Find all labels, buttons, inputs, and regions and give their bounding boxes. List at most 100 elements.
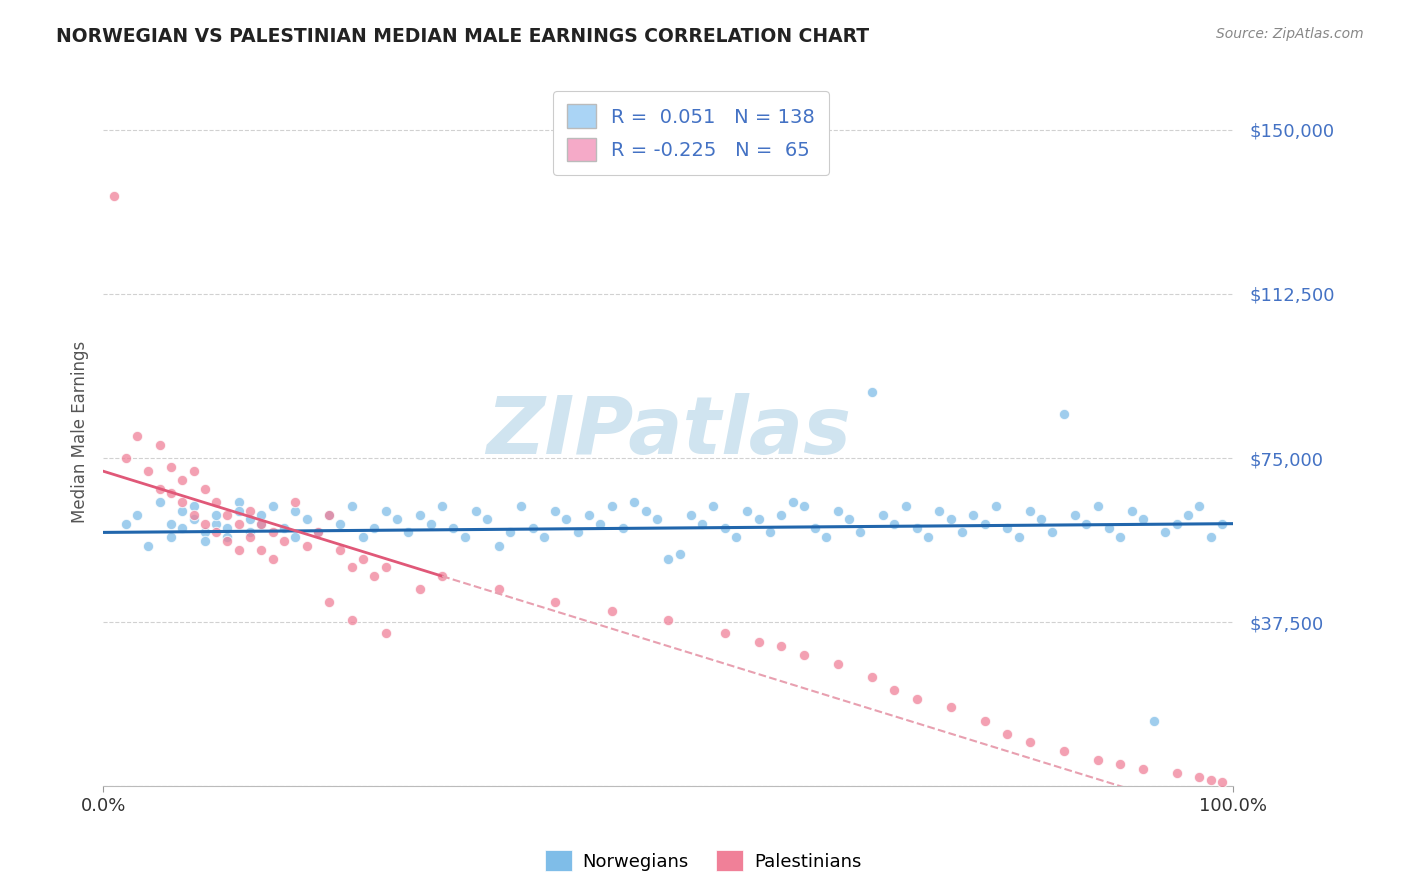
Point bbox=[1199, 530, 1222, 544]
Point bbox=[250, 516, 273, 531]
Point bbox=[273, 521, 295, 535]
Point bbox=[1154, 525, 1177, 540]
Point bbox=[183, 508, 205, 522]
Point bbox=[239, 525, 262, 540]
Point bbox=[363, 569, 385, 583]
Point bbox=[307, 525, 329, 540]
Point bbox=[793, 648, 815, 662]
Point bbox=[905, 521, 928, 535]
Point bbox=[138, 464, 160, 478]
Point bbox=[318, 508, 340, 522]
Point bbox=[1031, 512, 1053, 526]
Point bbox=[217, 521, 239, 535]
Point bbox=[522, 521, 544, 535]
Point bbox=[488, 539, 510, 553]
Point bbox=[995, 521, 1018, 535]
Point bbox=[340, 613, 363, 627]
Point bbox=[172, 521, 194, 535]
Point bbox=[228, 542, 250, 557]
Point bbox=[1018, 735, 1040, 749]
Point bbox=[827, 503, 849, 517]
Point bbox=[1143, 714, 1166, 728]
Point bbox=[973, 516, 995, 531]
Point bbox=[183, 499, 205, 513]
Point bbox=[262, 551, 284, 566]
Point bbox=[1098, 521, 1121, 535]
Point bbox=[194, 516, 217, 531]
Point bbox=[713, 626, 735, 640]
Point bbox=[114, 450, 136, 465]
Point bbox=[194, 534, 217, 549]
Point bbox=[748, 634, 770, 648]
Point bbox=[883, 516, 905, 531]
Point bbox=[645, 512, 668, 526]
Point bbox=[600, 604, 623, 618]
Point bbox=[634, 503, 657, 517]
Point bbox=[239, 503, 262, 517]
Point bbox=[827, 657, 849, 671]
Point bbox=[1166, 516, 1188, 531]
Point bbox=[273, 534, 295, 549]
Point bbox=[149, 438, 172, 452]
Point bbox=[172, 503, 194, 517]
Point bbox=[205, 508, 228, 522]
Point bbox=[385, 512, 408, 526]
Point bbox=[724, 530, 747, 544]
Point bbox=[149, 495, 172, 509]
Point bbox=[544, 595, 567, 609]
Point bbox=[883, 682, 905, 697]
Point bbox=[782, 495, 804, 509]
Point bbox=[939, 512, 962, 526]
Point bbox=[804, 521, 827, 535]
Point bbox=[1177, 508, 1199, 522]
Y-axis label: Median Male Earnings: Median Male Earnings bbox=[72, 341, 89, 523]
Point bbox=[114, 516, 136, 531]
Point bbox=[363, 521, 385, 535]
Point bbox=[284, 530, 307, 544]
Point bbox=[737, 503, 759, 517]
Point bbox=[1109, 757, 1132, 772]
Point bbox=[544, 503, 567, 517]
Point bbox=[340, 499, 363, 513]
Point bbox=[815, 530, 838, 544]
Point bbox=[477, 512, 499, 526]
Point bbox=[499, 525, 522, 540]
Point bbox=[939, 700, 962, 714]
Point bbox=[1007, 530, 1029, 544]
Point bbox=[984, 499, 1007, 513]
Point bbox=[239, 512, 262, 526]
Point bbox=[578, 508, 600, 522]
Point bbox=[860, 385, 883, 400]
Point bbox=[160, 459, 183, 474]
Point bbox=[995, 726, 1018, 740]
Point bbox=[160, 516, 183, 531]
Point bbox=[125, 508, 148, 522]
Point bbox=[702, 499, 724, 513]
Point bbox=[295, 512, 318, 526]
Text: Source: ZipAtlas.com: Source: ZipAtlas.com bbox=[1216, 27, 1364, 41]
Point bbox=[262, 499, 284, 513]
Text: NORWEGIAN VS PALESTINIAN MEDIAN MALE EARNINGS CORRELATION CHART: NORWEGIAN VS PALESTINIAN MEDIAN MALE EAR… bbox=[56, 27, 869, 45]
Point bbox=[430, 569, 453, 583]
Point bbox=[443, 521, 465, 535]
Point bbox=[1188, 771, 1211, 785]
Point bbox=[103, 188, 125, 202]
Point bbox=[295, 539, 318, 553]
Point bbox=[1076, 516, 1098, 531]
Point bbox=[657, 613, 679, 627]
Point bbox=[149, 482, 172, 496]
Point bbox=[307, 525, 329, 540]
Point bbox=[973, 714, 995, 728]
Point bbox=[408, 582, 430, 597]
Point bbox=[205, 495, 228, 509]
Point bbox=[183, 464, 205, 478]
Point bbox=[1087, 499, 1109, 513]
Legend: R =  0.051   N = 138, R = -0.225   N =  65: R = 0.051 N = 138, R = -0.225 N = 65 bbox=[553, 91, 828, 175]
Point bbox=[329, 516, 352, 531]
Point bbox=[1053, 407, 1076, 421]
Point bbox=[917, 530, 939, 544]
Point bbox=[340, 560, 363, 574]
Point bbox=[1018, 503, 1040, 517]
Point bbox=[194, 482, 217, 496]
Point bbox=[228, 516, 250, 531]
